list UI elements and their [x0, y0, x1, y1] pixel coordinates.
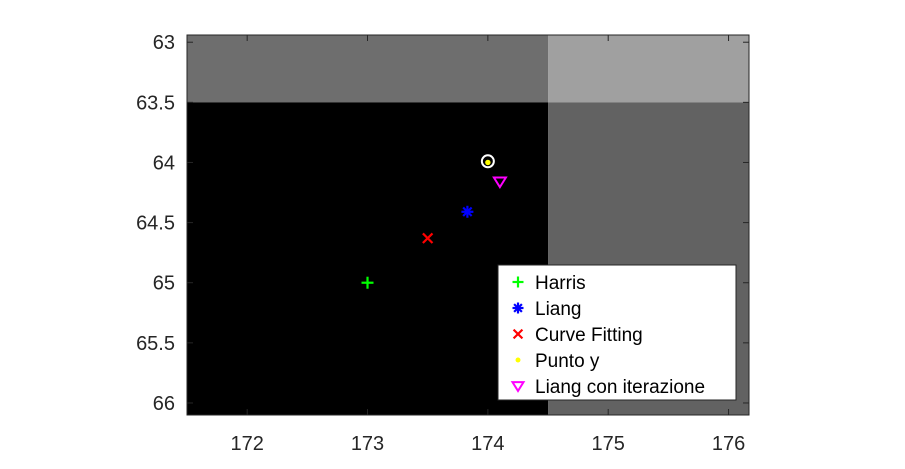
x-tick-label: 176 [712, 433, 745, 455]
legend-marker-harris [512, 276, 524, 288]
legend-marker-liang-stroke [513, 303, 523, 313]
legend-entry-punto-y: Punto y [535, 351, 600, 372]
data-points [361, 154, 508, 289]
point-harris [361, 276, 374, 289]
legend-marker-liang-con-iterazione-triangle [510, 381, 526, 393]
highlight-ring-marker-ring [480, 154, 495, 169]
legend-marker-curve-fitting [512, 328, 524, 340]
legend: Harris Liang Curve Fitting Punto y Liang… [497, 264, 737, 401]
point-liang-con-iterazione [492, 176, 508, 189]
legend-entry-harris: Harris [535, 273, 586, 294]
y-tick-label: 65.5 [136, 333, 175, 355]
point-punto-y-dot [485, 159, 491, 166]
y-tick-label: 64.5 [136, 213, 175, 235]
y-tick-label: 63.5 [136, 92, 175, 114]
image-cell [187, 35, 549, 103]
legend-entry-liang-con-iterazione: Liang con iterazione [535, 377, 705, 398]
y-tick-label: 65 [153, 273, 175, 295]
x-tick-label: 173 [351, 433, 384, 455]
point-curve-fitting-stroke [422, 232, 434, 244]
axes [186, 34, 750, 416]
legend-marker-liang-con-iterazione [510, 381, 526, 393]
point-curve-fitting [422, 232, 434, 244]
legend-marker-curve-fitting-stroke [512, 328, 524, 340]
legend-entry-liang: Liang [535, 299, 582, 320]
x-tick-label: 172 [230, 433, 263, 455]
highlight-ring-marker [480, 154, 495, 169]
legend-marker-punto-y [515, 357, 521, 363]
x-tick-label: 174 [471, 433, 504, 455]
legend-markers [510, 276, 526, 393]
point-punto-y [485, 159, 491, 166]
x-tick-label: 175 [592, 433, 625, 455]
tick-labels: 172 173 174 175 176 63 63.5 64 64.5 65 6… [136, 32, 745, 455]
point-liang [461, 205, 474, 218]
legend-marker-punto-y-dot [515, 357, 521, 363]
legend-marker-liang [512, 302, 524, 314]
y-tick-label: 63 [153, 32, 175, 54]
legend-entry-curve-fitting: Curve Fitting [535, 325, 643, 346]
image-cell [548, 35, 749, 103]
point-liang-stroke [462, 206, 473, 217]
y-tick-label: 66 [153, 393, 175, 415]
legend-box [497, 264, 737, 401]
image-cell [187, 102, 549, 416]
plot-frame [186, 34, 750, 416]
point-liang-con-iterazione-triangle [492, 176, 508, 189]
y-tick-label: 64 [153, 152, 175, 174]
